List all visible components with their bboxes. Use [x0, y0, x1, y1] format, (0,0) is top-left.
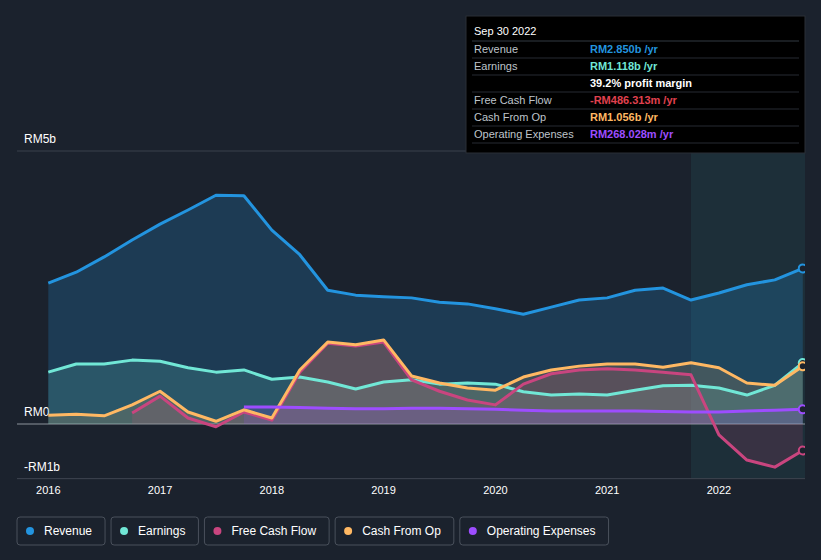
legend-item: Operating Expenses — [460, 517, 609, 545]
tooltip-label: Free Cash Flow — [474, 94, 552, 106]
tooltip-box — [466, 16, 805, 153]
legend-dot — [469, 527, 477, 535]
tooltip-value: RM2.850b /yr — [590, 43, 659, 55]
x-tick-label: 2016 — [36, 484, 60, 496]
tooltip-value: RM1.056b /yr — [590, 111, 659, 123]
tooltip-value: -RM486.313m /yr — [590, 94, 678, 106]
legend-box — [111, 517, 198, 545]
series-line — [132, 342, 803, 467]
x-tick-label: 2021 — [595, 484, 619, 496]
y-tick-label: -RM1b — [24, 460, 60, 474]
legend-item: Revenue — [17, 517, 105, 545]
tooltip-label: Revenue — [474, 43, 518, 55]
tooltip-label: Cash From Op — [474, 111, 546, 123]
x-tick-label: 2018 — [260, 484, 284, 496]
end-dot — [799, 405, 805, 413]
grid-line — [17, 478, 805, 479]
tooltip-label: Earnings — [474, 60, 518, 72]
tooltip: Sep 30 2022 Revenue RM2.850b /yr Earnings RM… — [466, 16, 805, 153]
background — [0, 0, 821, 560]
legend-dot — [26, 527, 34, 535]
legend-box — [204, 517, 329, 545]
legend-box — [335, 517, 454, 545]
x-tick-label: 2020 — [483, 484, 507, 496]
end-dot — [799, 447, 805, 455]
legend-item: Cash From Op — [335, 517, 454, 545]
y-tick-label: RM5b — [24, 132, 56, 146]
series-area — [48, 340, 802, 424]
tooltip-separator — [472, 58, 799, 59]
legend-label: Earnings — [138, 524, 185, 538]
legend-label: Cash From Op — [362, 524, 441, 538]
x-axis-line — [17, 478, 805, 479]
legend-dot — [213, 527, 221, 535]
legend-item: Earnings — [111, 517, 198, 545]
tooltip-separator — [472, 41, 799, 42]
legend-label: Free Cash Flow — [231, 524, 316, 538]
chart: -RM1b RM0 RM5b 2016 2017 2018 2019 2020 2021 2022… — [0, 0, 821, 560]
tooltip-value: RM268.028m /yr — [590, 128, 674, 140]
end-dot — [799, 264, 805, 272]
tooltip-separator — [472, 109, 799, 110]
legend-box — [17, 517, 105, 545]
legend-label: Operating Expenses — [487, 524, 596, 538]
legend-box — [460, 517, 609, 545]
tooltip-separator — [472, 143, 799, 144]
series-line — [48, 340, 802, 421]
y-tick-label: RM0 — [24, 405, 50, 419]
legend-item: Free Cash Flow — [204, 517, 329, 545]
x-tick-label: 2017 — [148, 484, 172, 496]
tooltip-separator — [472, 92, 799, 93]
series-area — [244, 407, 803, 424]
legend-label: Revenue — [44, 524, 92, 538]
end-dot — [799, 362, 805, 370]
tooltip-separator — [472, 126, 799, 127]
tooltip-label: Operating Expenses — [474, 128, 574, 140]
series-line — [244, 407, 803, 412]
x-tick-label: 2022 — [707, 484, 731, 496]
legend-dot — [120, 527, 128, 535]
series-line — [48, 195, 802, 314]
x-tick-label: 2019 — [371, 484, 395, 496]
series-area — [48, 195, 802, 424]
legend-dot — [344, 527, 352, 535]
tooltip-value: RM1.118b /yr — [590, 60, 658, 72]
tooltip-title: Sep 30 2022 — [474, 25, 536, 37]
plot-area — [48, 195, 805, 467]
series-line — [48, 360, 802, 395]
tooltip-separator — [472, 75, 799, 76]
tooltip-note: 39.2% profit margin — [590, 77, 692, 89]
